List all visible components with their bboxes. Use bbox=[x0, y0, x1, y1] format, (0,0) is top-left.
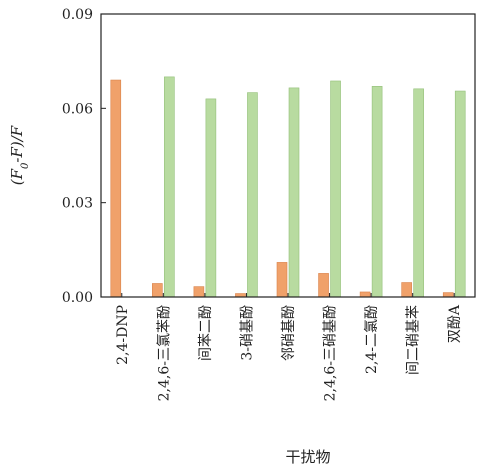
bar-series-1 bbox=[110, 79, 122, 298]
y-axis-title: (F0-F)/F bbox=[8, 125, 31, 185]
x-category-label: 3-硝基酚 bbox=[238, 305, 255, 361]
x-category-label: 2,4,6-三氯苯酚 bbox=[155, 305, 172, 401]
bar-series-1 bbox=[401, 282, 412, 298]
y-tick-label: 0.00 bbox=[62, 290, 93, 306]
bar-series-1 bbox=[442, 292, 454, 298]
plot-frame bbox=[100, 13, 476, 298]
x-axis-title: 干扰物 bbox=[285, 448, 330, 466]
x-category-label: 2,4,6-三硝基酚 bbox=[322, 305, 339, 401]
x-category-label: 间苯二酚 bbox=[197, 305, 214, 361]
y-tick-label: 0.06 bbox=[62, 101, 93, 117]
bar-series-2 bbox=[330, 80, 341, 298]
bar-series-1 bbox=[318, 273, 329, 298]
x-category-label: 双酚A bbox=[447, 304, 463, 343]
x-category-label: 间二硝基苯 bbox=[405, 305, 422, 375]
bar-series-1 bbox=[276, 262, 288, 298]
bars bbox=[110, 76, 466, 298]
y-tick-label: 0.03 bbox=[62, 196, 93, 212]
x-category-label: 邻硝基酚 bbox=[280, 305, 297, 361]
x-category-label: 2,4-DNP bbox=[115, 305, 131, 365]
bar-series-2 bbox=[454, 90, 466, 298]
bar-series-2 bbox=[371, 86, 383, 298]
bar-series-2 bbox=[205, 98, 217, 298]
bar-series-2 bbox=[164, 76, 175, 298]
bar-series-2 bbox=[413, 88, 424, 298]
y-axis-ticks: 0.00 0.03 0.06 0.09 bbox=[62, 7, 106, 306]
y-tick-label: 0.09 bbox=[62, 7, 93, 23]
bar-series-1 bbox=[152, 283, 163, 298]
x-category-label: 2,4-二氯酚 bbox=[364, 305, 380, 374]
bar-series-2 bbox=[247, 92, 258, 298]
x-axis-categories: 2,4-DNP 2,4,6-三氯苯酚 间苯二酚 3-硝基酚 邻硝基酚 2,4,6-三硝基酚… bbox=[115, 293, 463, 401]
bar-series-2 bbox=[288, 87, 300, 298]
bar-series-1 bbox=[359, 291, 371, 298]
bar-series-1 bbox=[193, 286, 205, 298]
